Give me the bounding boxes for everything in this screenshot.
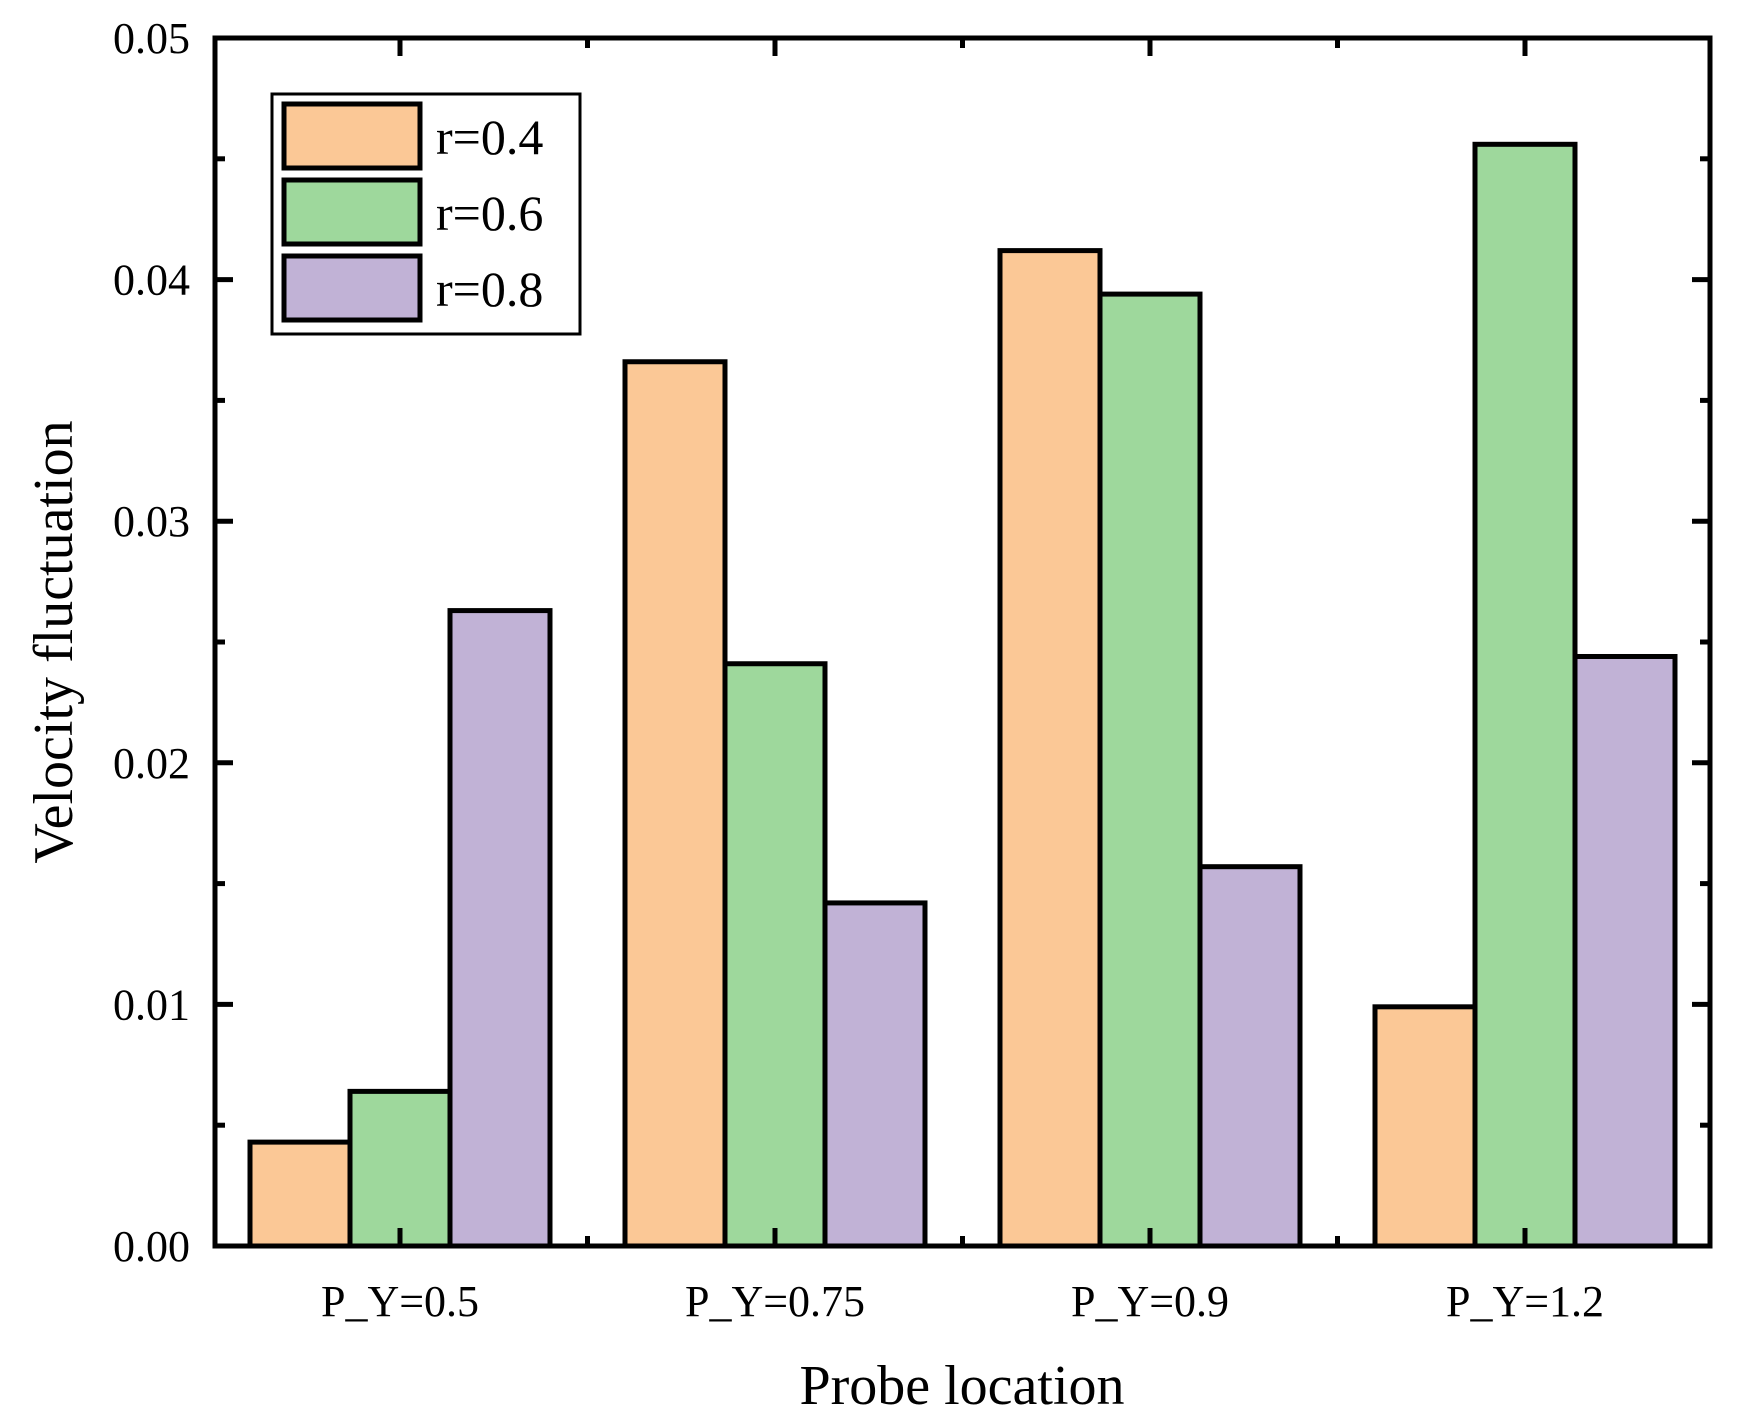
x-tick-label: P_Y=0.75 bbox=[685, 1277, 865, 1326]
legend-label: r=0.4 bbox=[436, 109, 543, 165]
bar-r=0.6-P_Y=0.9 bbox=[1097, 291, 1203, 1249]
legend-label: r=0.8 bbox=[436, 261, 543, 317]
y-axis-title: Velocity fluctuation bbox=[23, 420, 85, 863]
bar-r=0.6-P_Y=0.5 bbox=[347, 1088, 453, 1249]
legend-swatch-r=0.8 bbox=[281, 253, 423, 323]
labels-layer: P_Y=0.5 P_Y=0.75 P_Y=0.9 P_Y=1.2 0.00 0.01 0.0… bbox=[113, 14, 1604, 1326]
x-tick-label: P_Y=0.9 bbox=[1071, 1277, 1229, 1326]
y-tick-label: 0.04 bbox=[113, 256, 190, 305]
legend: r=0.4 r=0.6 r=0.8 bbox=[270, 92, 582, 336]
bar-r=0.4-P_Y=1.2 bbox=[1372, 1004, 1478, 1249]
y-tick-label: 0.05 bbox=[113, 14, 190, 63]
bar-r=0.8-P_Y=0.9 bbox=[1197, 864, 1303, 1249]
bar-r=0.4-P_Y=0.5 bbox=[247, 1139, 353, 1249]
bar-r=0.4-P_Y=0.75 bbox=[622, 359, 728, 1249]
bar-r=0.8-P_Y=0.5 bbox=[447, 608, 553, 1249]
legend-label: r=0.6 bbox=[436, 185, 543, 241]
bar-r=0.6-P_Y=1.2 bbox=[1472, 141, 1578, 1249]
x-axis-title: Probe location bbox=[799, 1355, 1124, 1417]
y-tick-label: 0.01 bbox=[113, 980, 190, 1029]
bar-r=0.4-P_Y=0.9 bbox=[997, 248, 1103, 1249]
bars-layer bbox=[247, 141, 1678, 1249]
y-tick-label: 0.00 bbox=[113, 1222, 190, 1271]
y-tick-label: 0.03 bbox=[113, 497, 190, 546]
bar-r=0.8-P_Y=1.2 bbox=[1572, 653, 1678, 1249]
legend-swatch-r=0.4 bbox=[281, 101, 423, 171]
legend-swatch-r=0.6 bbox=[281, 177, 423, 247]
y-tick-label: 0.02 bbox=[113, 739, 190, 788]
x-tick-label: P_Y=1.2 bbox=[1446, 1277, 1604, 1326]
x-tick-label: P_Y=0.5 bbox=[321, 1277, 479, 1326]
bar-r=0.6-P_Y=0.75 bbox=[722, 661, 828, 1249]
bar-r=0.8-P_Y=0.75 bbox=[822, 900, 928, 1249]
plot-frame bbox=[212, 35, 1713, 1249]
